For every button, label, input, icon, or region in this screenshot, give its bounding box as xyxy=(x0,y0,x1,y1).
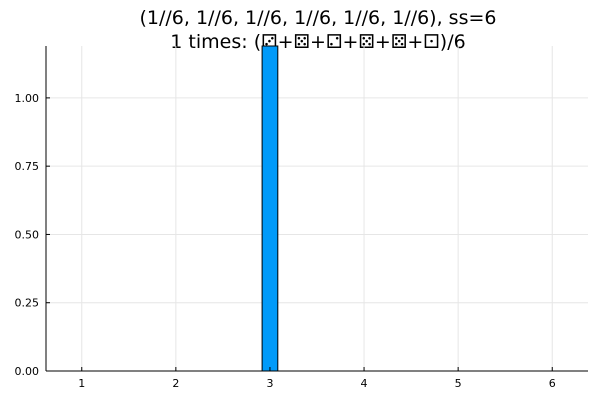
y-tick-label-5: 1.00 xyxy=(15,92,40,105)
y-tick-label-1: 0.00 xyxy=(15,365,40,378)
x-axis-ticks: 1 2 3 4 5 6 xyxy=(78,367,556,390)
y-tick-label-2: 0.25 xyxy=(15,297,40,310)
chart-title-line-1: (1//6, 1//6, 1//6, 1//6, 1//6, 1//6), ss… xyxy=(140,7,497,29)
bars xyxy=(261,45,279,372)
y-tick-label-4: 0.75 xyxy=(15,160,40,173)
x-tick-label-6: 6 xyxy=(549,377,556,390)
grid xyxy=(46,46,588,372)
x-tick-label-3: 3 xyxy=(266,377,273,390)
x-tick-label-4: 4 xyxy=(361,377,368,390)
chart-title-line-2: 1 times: (⚂+⚄+⚁+⚄+⚄+⚀)/6 xyxy=(170,31,465,53)
bar-1 xyxy=(261,45,279,372)
y-tick-label-3: 0.50 xyxy=(15,228,40,241)
x-tick-label-5: 5 xyxy=(455,377,462,390)
y-axis-ticks: 0.00 0.25 0.50 0.75 1.00 xyxy=(15,92,50,378)
x-tick-label-2: 2 xyxy=(172,377,179,390)
x-tick-label-1: 1 xyxy=(78,377,85,390)
axes xyxy=(45,46,588,372)
